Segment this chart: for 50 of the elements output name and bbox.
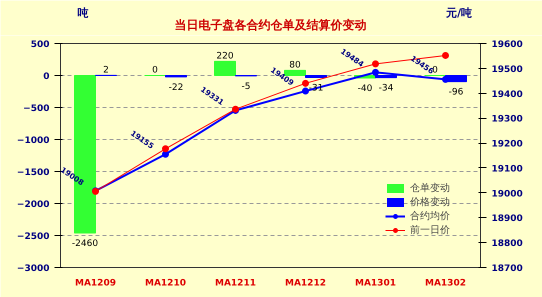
data-label: -34 bbox=[378, 84, 394, 94]
point bbox=[302, 88, 309, 95]
y2-tick-label: 19100 bbox=[492, 164, 523, 174]
y2-tick-label: 18900 bbox=[492, 214, 523, 224]
y-tick-label: 0 bbox=[43, 72, 50, 82]
legend-label: 合约均价 bbox=[410, 210, 450, 223]
point bbox=[442, 76, 449, 83]
chart-title: 当日电子盘各合约仓单及结算价变动 bbox=[174, 18, 366, 32]
y2-tick-label: 18800 bbox=[492, 239, 523, 250]
data-label: -22 bbox=[168, 82, 184, 93]
data-label: 0 bbox=[152, 66, 158, 76]
y-tick-label: −2500 bbox=[16, 232, 50, 242]
y-tick-label: 500 bbox=[30, 40, 50, 50]
y-tick-label: −1000 bbox=[16, 136, 50, 146]
legend-label: 仓单变动 bbox=[410, 182, 450, 195]
point bbox=[162, 145, 169, 152]
data-label: 220 bbox=[216, 51, 234, 62]
x-tick-label: MA1302 bbox=[425, 278, 466, 288]
y-axis-title: 吨 bbox=[77, 6, 88, 20]
data-label: 2 bbox=[103, 65, 109, 76]
legend-label: 价格变动 bbox=[410, 196, 450, 209]
data-label: -5 bbox=[242, 82, 250, 92]
y-tick-label: −2000 bbox=[16, 200, 50, 210]
y2-axis-title: 元/吨 bbox=[445, 6, 472, 20]
point bbox=[302, 80, 309, 87]
data-label: -2460 bbox=[72, 238, 98, 249]
point bbox=[372, 60, 379, 68]
x-tick-label: MA1212 bbox=[285, 278, 326, 288]
y2-tick-label: 19500 bbox=[492, 64, 523, 75]
y2-tick-label: 19200 bbox=[492, 140, 523, 150]
y2-tick-label: 19600 bbox=[492, 40, 523, 50]
y2-tick-label: 19300 bbox=[492, 114, 523, 125]
x-tick-label: MA1211 bbox=[215, 278, 256, 288]
x-tick-label: MA1210 bbox=[145, 278, 186, 288]
legend-label: 前一日价 bbox=[410, 224, 450, 237]
data-label: 80 bbox=[289, 60, 301, 70]
y2-tick-label: 19400 bbox=[492, 90, 523, 100]
point bbox=[372, 68, 379, 76]
point bbox=[442, 52, 449, 59]
y2-tick-label: 19000 bbox=[492, 189, 523, 200]
point bbox=[162, 150, 169, 158]
bar bbox=[214, 60, 236, 76]
y-tick-label: −500 bbox=[23, 104, 50, 114]
data-label: -40 bbox=[358, 84, 373, 94]
y-tick-label: −1500 bbox=[16, 168, 50, 178]
y-tick-label: −3000 bbox=[16, 264, 50, 274]
y2-tick-label: 18700 bbox=[492, 264, 523, 274]
x-tick-label: MA1301 bbox=[355, 278, 396, 288]
data-label: -96 bbox=[448, 88, 464, 98]
x-tick-label: MA1209 bbox=[75, 278, 116, 288]
